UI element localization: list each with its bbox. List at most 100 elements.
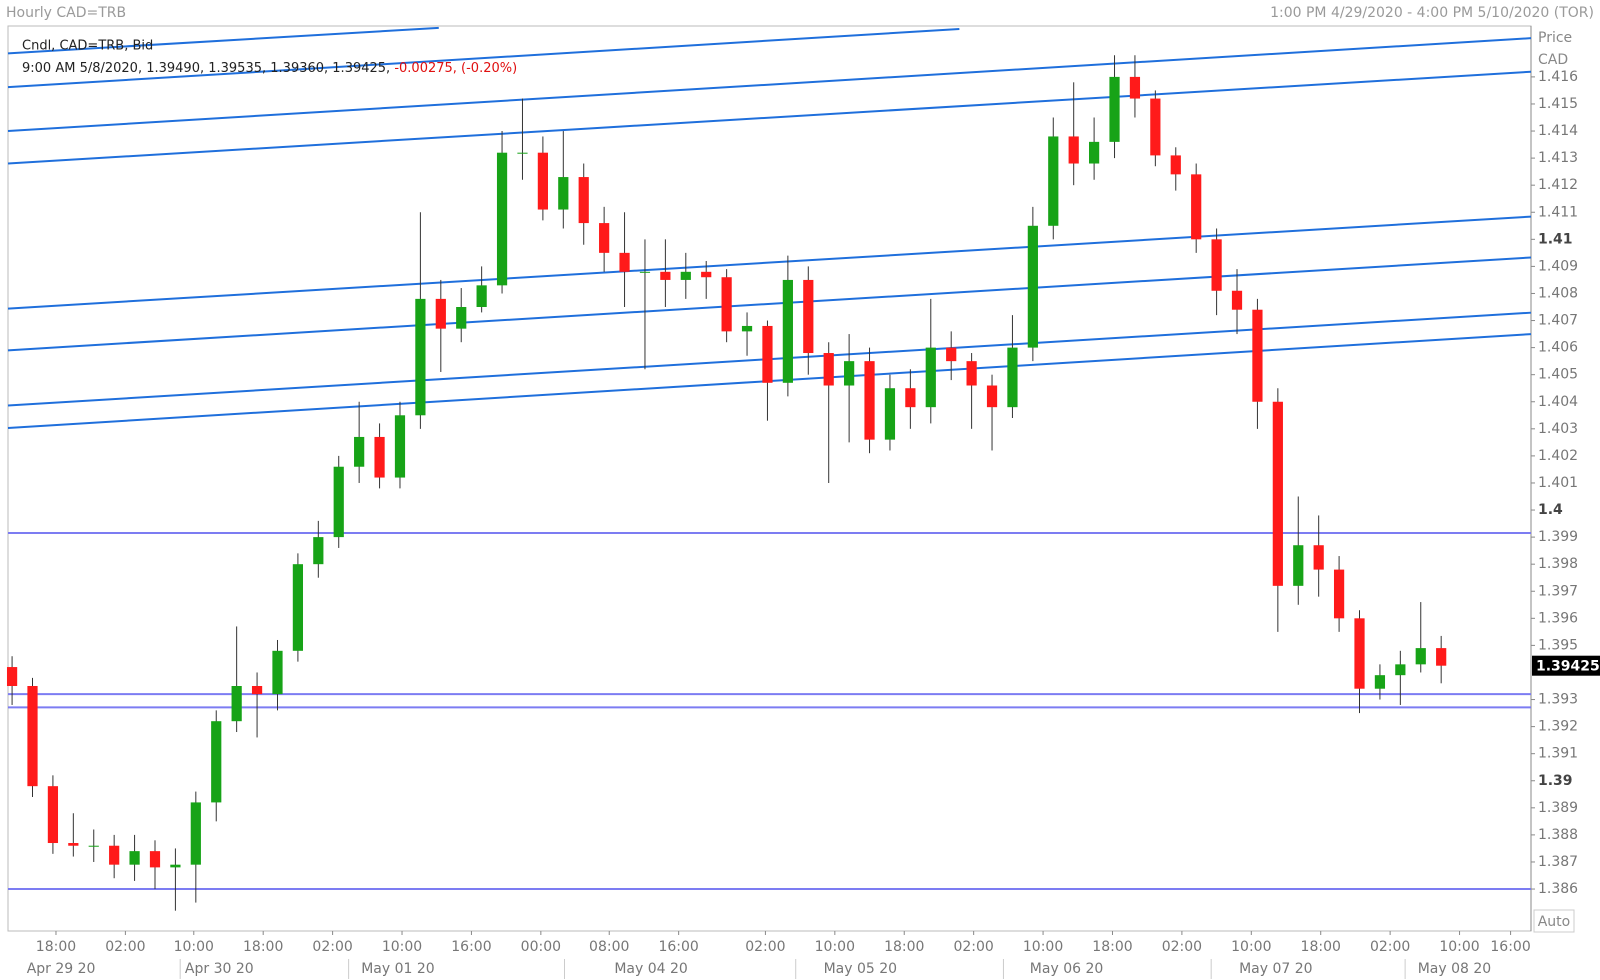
series-label: Cndl, CAD=TRB, Bid — [22, 39, 153, 54]
candle-body — [966, 361, 977, 386]
x-tick-label: 10:00 — [1439, 939, 1479, 955]
candle-body — [394, 415, 406, 478]
x-tick-label: 16:00 — [451, 939, 491, 955]
candle-body — [1129, 76, 1141, 99]
y-tick-label: 1.405 — [1538, 367, 1578, 383]
y-tick-label: 1.388 — [1538, 827, 1578, 843]
y-tick-label: 1.404 — [1538, 394, 1578, 410]
y-tick-label: 1.395 — [1538, 637, 1578, 653]
axis-title: Price — [1538, 30, 1572, 46]
candle-body — [88, 845, 99, 847]
candle-body — [1048, 136, 1059, 226]
y-tick-label: 1.412 — [1538, 177, 1578, 193]
candle-body — [1374, 675, 1386, 689]
y-tick-label: 1.396 — [1538, 610, 1578, 626]
candle-body — [864, 361, 875, 440]
candle-body — [619, 252, 630, 272]
y-tick-label: 1.391 — [1538, 746, 1578, 762]
candle-body — [456, 307, 467, 329]
candle-body — [782, 279, 793, 383]
candle-body — [1150, 98, 1161, 156]
x-tick-label: 10:00 — [174, 939, 214, 955]
candle-body — [1089, 141, 1100, 164]
last-price-box — [1532, 655, 1600, 676]
x-tick-label: 18:00 — [884, 939, 924, 955]
candle-body — [599, 223, 610, 253]
trend-line — [7, 37, 1532, 133]
candle-body — [68, 843, 79, 846]
candle-body — [476, 285, 487, 308]
candle-body — [1007, 347, 1018, 408]
x-tick-label: 10:00 — [382, 939, 422, 955]
candle-body — [374, 436, 385, 478]
y-tick-label: 1.406 — [1538, 340, 1578, 356]
date-label: May 06 20 — [1030, 961, 1103, 977]
candle-body — [823, 353, 834, 386]
x-tick-label: 08:00 — [589, 939, 629, 955]
candle-body — [741, 325, 753, 332]
candle-body — [354, 436, 365, 467]
y-tick-label: 1.393 — [1538, 692, 1578, 708]
candle-body — [435, 298, 446, 329]
x-tick-label: 02:00 — [745, 939, 785, 955]
y-tick-label: 1.414 — [1538, 123, 1578, 139]
candle-body — [47, 786, 59, 844]
y-tick-label: 1.41 — [1538, 231, 1573, 247]
x-tick-label: 18:00 — [243, 939, 283, 955]
candle-body — [190, 802, 201, 865]
y-tick-label: 1.389 — [1538, 800, 1578, 816]
candle-body — [1252, 309, 1263, 402]
info-line: 9:00 AM 5/8/2020, 1.39490, 1.39535, 1.39… — [22, 61, 517, 76]
candle-body — [129, 851, 140, 865]
trend-line — [7, 215, 1532, 310]
candle-body — [680, 271, 691, 280]
x-tick-label: 10:00 — [815, 939, 855, 955]
date-label: May 05 20 — [824, 961, 897, 977]
candle-body — [6, 667, 18, 687]
change-info: -0.00275, (-0.20%) — [394, 61, 517, 76]
candle-body — [1272, 401, 1283, 586]
candle-body — [1333, 569, 1345, 619]
date-label: May 01 20 — [361, 961, 434, 977]
candle-body — [537, 152, 548, 210]
y-tick-label: 1.386 — [1538, 881, 1578, 897]
candle-body — [844, 361, 855, 386]
date-label: Apr 29 20 — [27, 961, 96, 977]
candle-body — [803, 279, 814, 354]
candle-body — [1068, 136, 1079, 164]
candle-body — [986, 385, 998, 408]
candle-body — [1313, 545, 1324, 570]
candle-body — [1293, 545, 1304, 586]
candle-body — [1231, 290, 1243, 310]
candle-body — [109, 845, 120, 865]
candle-body — [905, 388, 916, 408]
x-tick-label: 02:00 — [953, 939, 993, 955]
auto-button[interactable] — [1533, 909, 1575, 933]
candle-body — [170, 864, 181, 868]
y-tick-label: 1.411 — [1538, 204, 1578, 220]
candle-body — [415, 298, 426, 416]
candle-body — [496, 152, 508, 286]
ohlc-info: 9:00 AM 5/8/2020, 1.39490, 1.39535, 1.39… — [22, 61, 390, 76]
auto-label[interactable]: Auto — [1538, 914, 1571, 930]
candle-body — [272, 650, 283, 695]
candle-body — [946, 347, 957, 362]
x-tick-label: 18:00 — [1301, 939, 1341, 955]
candle-body — [1354, 618, 1365, 689]
candle-body — [762, 325, 773, 383]
candle-body — [1415, 648, 1426, 665]
x-tick-label: 02:00 — [1162, 939, 1202, 955]
candle-body — [1191, 174, 1202, 240]
y-tick-label: 1.397 — [1538, 583, 1578, 599]
candle-body — [639, 271, 651, 273]
candle-body — [925, 347, 936, 408]
y-tick-label: 1.407 — [1538, 313, 1578, 329]
x-tick-label: 02:00 — [105, 939, 145, 955]
y-tick-label: 1.403 — [1538, 421, 1578, 437]
y-tick-label: 1.4 — [1538, 502, 1563, 518]
candle-body — [558, 177, 569, 210]
candle-body — [517, 152, 528, 154]
window-title: Hourly CAD=TRB — [6, 5, 126, 21]
